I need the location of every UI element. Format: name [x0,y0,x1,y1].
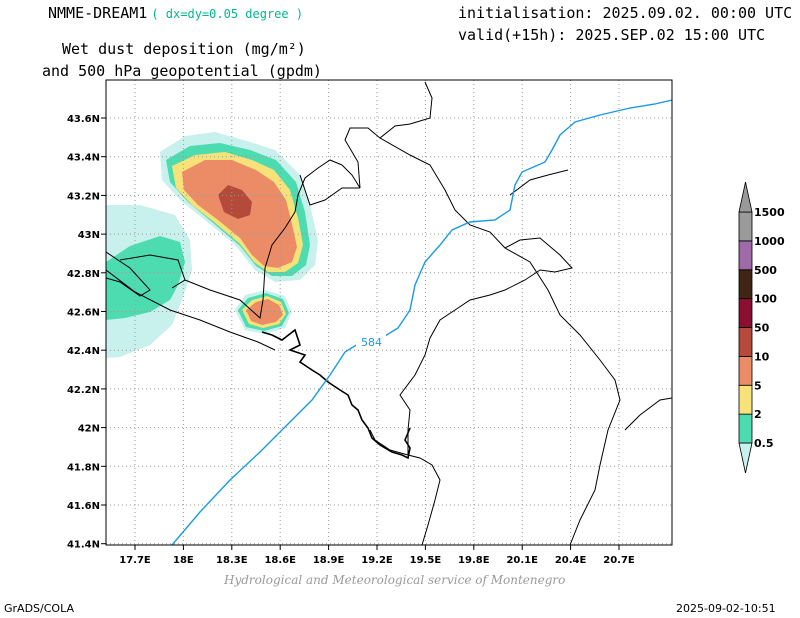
lat-tick-label: 43.2N [67,191,100,202]
lon-tick-label: 19.8E [458,555,490,566]
legend-colorbar: 0.5 2 5 10 50 100 500 1000 1500 [738,181,785,474]
lat-tick-label: 42N [78,424,100,435]
axis-ticks [101,117,620,550]
variable-title-line1: Wet dust deposition (mg/m²) [62,40,306,58]
lon-tick-label: 18E [173,555,194,566]
border-northeast [509,169,569,196]
legend-swatch [738,355,753,386]
dust-north-core [218,185,252,219]
legend-swatch [738,413,753,444]
legend-swatch [738,384,753,415]
geopotential-contour-584 [171,99,672,545]
axis-labels: 17.7E 18E 18.3E 18.6E 18.9E 19.2E 19.5E 19.8E 20… [67,114,635,566]
software-label: GrADS/COLA [4,602,74,615]
legend-label: 5 [754,379,762,392]
legend-swatch [738,298,753,328]
credit-text: Hydrological and Meteorological service … [224,573,566,587]
lon-tick-label: 20.4E [555,555,587,566]
model-title: NMME-DREAM1( dx=dy=0.05 degree ) [48,4,303,22]
legend-label: 1500 [754,206,785,219]
border-bih-montenegro [299,174,360,206]
legend-label: 1000 [754,235,785,248]
dust-shading [106,132,318,358]
legend-swatch [738,327,753,357]
legend-label: 50 [754,322,770,335]
init-time: initialisation: 2025.09.02. 00:00 UTC [458,4,793,22]
lat-tick-label: 42.2N [67,385,100,396]
resolution-label: ( dx=dy=0.05 degree ) [151,7,304,21]
border-bih-croatia [184,159,343,319]
border-kosovo [504,247,621,545]
lat-tick-label: 43N [78,230,100,241]
lat-tick-label: 43.4N [67,153,100,164]
legend-arrow-high [738,181,753,213]
legend-swatch [738,240,753,271]
lon-tick-label: 20.1E [506,555,538,566]
legend-swatch [738,269,753,300]
lon-tick-label: 18.3E [216,555,248,566]
legend-arrow-low [738,442,753,474]
legend-label: 0.5 [754,437,774,450]
lon-tick-label: 18.9E [313,555,345,566]
lon-tick-label: 19.2E [361,555,393,566]
border-north [341,81,433,189]
legend-label: 2 [754,408,762,421]
border-south [369,429,409,456]
lon-tick-label: 18.6E [264,555,296,566]
borders [106,81,672,545]
legend-label: 10 [754,350,770,363]
variable-title-line2: and 500 hPa geopotential (gpdm) [42,62,322,80]
legend-swatch [738,211,753,242]
montenegro-coast [261,328,411,460]
map-frame [105,79,673,546]
lon-tick-label: 17.7E [119,555,151,566]
coast-peninsula [106,251,151,297]
border-serbia-montenegro [379,137,573,455]
map-area [106,80,672,545]
lat-tick-label: 43.6N [67,114,100,125]
timestamp-label: 2025-09-02-10:51 [676,602,776,615]
contour-label: 584 [361,336,382,349]
dust-west-mid [106,236,185,320]
grid-lines [106,80,672,545]
lon-tick-label: 19.5E [410,555,442,566]
lat-tick-label: 41.6N [67,501,100,512]
coast-island [119,254,186,289]
dust-south-orange [246,299,283,325]
legend-label: 500 [754,264,777,277]
valid-time: valid(+15h): 2025.SEP.02 15:00 UTC [458,26,766,44]
lat-tick-label: 42.6N [67,308,100,319]
model-name: NMME-DREAM1 [48,4,148,22]
contour-label-bg [356,335,386,349]
border-albania-east [624,397,672,431]
lat-tick-label: 41.8N [67,462,100,473]
legend-label: 100 [754,293,777,306]
lon-tick-label: 20.7E [603,555,635,566]
border-albania-coast [407,454,441,545]
lat-tick-label: 41.4N [67,540,100,551]
lat-tick-label: 42.4N [67,346,100,357]
lat-tick-label: 42.8N [67,269,100,280]
